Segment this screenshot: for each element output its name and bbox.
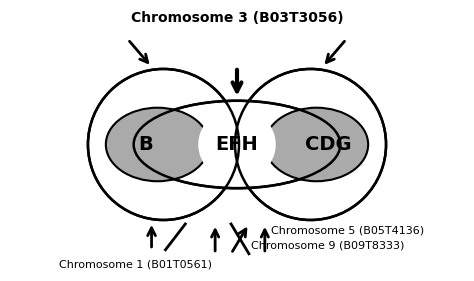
Ellipse shape	[88, 69, 239, 220]
Text: Chromosome 1 (B01T0561): Chromosome 1 (B01T0561)	[59, 260, 212, 270]
Ellipse shape	[106, 108, 209, 181]
Text: Chromosome 3 (B03T3056): Chromosome 3 (B03T3056)	[131, 11, 343, 25]
Text: B: B	[138, 135, 153, 154]
Ellipse shape	[265, 108, 368, 181]
Ellipse shape	[198, 108, 276, 181]
Text: CDG: CDG	[305, 135, 352, 154]
Ellipse shape	[134, 101, 340, 188]
Text: Chromosome 5 (B05T4136): Chromosome 5 (B05T4136)	[271, 226, 424, 236]
Ellipse shape	[235, 69, 386, 220]
Text: EFH: EFH	[216, 135, 258, 154]
Text: Chromosome 9 (B09T8333): Chromosome 9 (B09T8333)	[251, 241, 404, 251]
